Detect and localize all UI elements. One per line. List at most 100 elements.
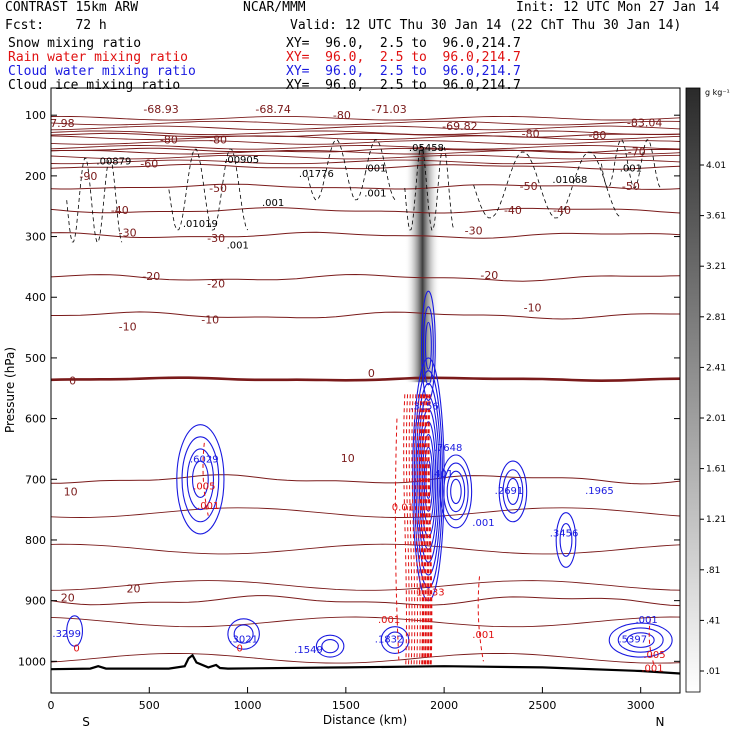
rain-contour <box>421 394 427 665</box>
x-axis-label: Distance (km) <box>323 713 407 727</box>
colorbar-tick-label: .41 <box>706 616 720 626</box>
mixing-ratio-label: 1.133 <box>416 588 445 599</box>
rain-contour <box>416 394 421 665</box>
mixing-ratio-label: .005 <box>643 650 665 661</box>
cloud-water-low <box>617 627 664 653</box>
isotherm-minus-80 <box>51 132 680 138</box>
isotherm-minus-70 <box>51 147 680 154</box>
rain-contour <box>419 394 425 665</box>
isotherm-minus-10 <box>51 311 680 320</box>
plot-frame <box>50 87 681 694</box>
model-title: CONTRAST 15km ARW <box>5 0 139 15</box>
y-tick-label: 700 <box>25 473 46 486</box>
rain-contour <box>414 394 418 665</box>
contour-labels: 20 20 10 10 0 0 -10 -10 -10 -20 -20 -20 -30 -30 -30 -40… <box>51 103 666 674</box>
colorbar-tick-label: 3.21 <box>706 262 726 272</box>
isotherm-upper <box>51 149 680 155</box>
rain-contour <box>394 418 400 662</box>
x-tick-label: 1000 <box>234 699 262 712</box>
cloud-water-east2 <box>506 477 520 505</box>
colorbar-unit: g kg⁻¹ <box>705 88 730 97</box>
isotherm-label: -30 <box>465 224 483 237</box>
mixing-ratio-label: .001 <box>364 163 386 174</box>
mixing-ratio-label: .3021 <box>229 634 258 645</box>
rain-water-contours <box>202 394 655 667</box>
cloud-water-east2 <box>498 460 528 523</box>
mixing-ratio-label: .6029 <box>190 455 219 466</box>
colorbar-tick-label: .01 <box>706 667 720 677</box>
field-rain-name: Rain water mixing ratio <box>8 50 189 65</box>
y-tick-label: 800 <box>25 534 46 547</box>
rain-contour <box>648 618 655 667</box>
rain-contour <box>424 394 430 665</box>
field-cloud-water-name: Cloud water mixing ratio <box>8 64 196 79</box>
cloud-water-low <box>233 624 254 644</box>
mixing-ratio-label: .1549 <box>294 645 323 656</box>
org-label: NCAR/MMM <box>243 0 306 15</box>
cloud-water-low <box>315 634 345 658</box>
y-axis-label: Pressure (hPa) <box>3 347 17 433</box>
snow-contour <box>306 139 396 201</box>
mixing-ratio-label: .001 <box>364 188 386 199</box>
isotherm-label: -70 <box>628 146 646 159</box>
x-tick-label: 500 <box>139 699 160 712</box>
mixing-ratio-label: .001 <box>635 615 657 626</box>
isotherm-label: -80 <box>522 127 540 140</box>
isotherm-label: -20 <box>480 269 498 282</box>
isotherm-label: 10 <box>64 485 78 498</box>
y-tick-label: 1000 <box>18 655 46 668</box>
cloud-water-low <box>321 639 339 654</box>
isotherm-extremum-label: -83.04 <box>627 116 662 129</box>
cloud-water-west <box>176 424 225 535</box>
isotherm-label: -20 <box>142 270 160 283</box>
isotherm-label: -40 <box>111 204 129 217</box>
isotherm-0 <box>51 376 680 383</box>
mixing-ratio-label: 0.01 <box>392 503 414 514</box>
rain-contour <box>403 394 407 665</box>
rain-contour <box>408 394 413 665</box>
isotherm-label: -40 <box>504 204 522 217</box>
cloud-water-low <box>386 631 404 649</box>
isotherm-label: -80 <box>209 133 227 146</box>
mixing-ratio-label: .01019 <box>183 219 218 230</box>
mixing-ratio-label: .001 <box>262 198 284 209</box>
isotherm-10 <box>51 474 680 485</box>
isotherm-label: -30 <box>207 232 225 245</box>
cloud-water-upper <box>420 290 436 401</box>
mixing-ratio-label: .00879 <box>96 157 131 168</box>
snow-contour <box>473 151 622 219</box>
mixing-ratio-label: .001 <box>472 518 494 529</box>
x-tick-label: 2000 <box>430 699 458 712</box>
isotherm-upper <box>51 135 680 140</box>
isotherm-extremum-label: -68.93 <box>143 103 178 116</box>
mixing-ratio-label: .001 <box>197 501 219 512</box>
north-endpoint-label: N <box>656 715 665 729</box>
colorbar-tick-label: 1.21 <box>706 515 726 525</box>
isotherm-lower <box>51 507 680 518</box>
mixing-ratio-label: .401 <box>431 469 453 480</box>
isotherm-label: -10 <box>524 302 542 315</box>
isotherm-label: -20 <box>207 277 225 290</box>
isotherm-label: -40 <box>553 204 571 217</box>
colorbar-tick-label: 2.81 <box>706 313 726 323</box>
mixing-ratio-label: .005 <box>193 481 215 492</box>
cloud-water-west <box>181 436 220 523</box>
isotherm-minus-60 <box>51 163 680 170</box>
cloud-water-low <box>66 615 83 647</box>
snow-contour <box>168 148 248 231</box>
x-tick-label: 1500 <box>332 699 360 712</box>
y-tick-label: 300 <box>25 231 46 244</box>
isotherm-lower <box>51 543 680 555</box>
cloud-water-west <box>186 448 215 511</box>
mixing-ratio-label: .1965 <box>585 486 614 497</box>
cloud-water-east <box>450 478 462 505</box>
mixing-ratio-label: .3456 <box>550 529 579 540</box>
y-tick-label: 600 <box>25 413 46 426</box>
snow-contour <box>404 145 455 231</box>
mixing-ratio-label: .001 <box>641 663 663 674</box>
mixing-ratio-label: .001 <box>378 615 400 626</box>
y-tick-label: 100 <box>25 109 46 122</box>
isotherm-lower <box>51 652 680 664</box>
x-tick-label: 3000 <box>627 699 655 712</box>
